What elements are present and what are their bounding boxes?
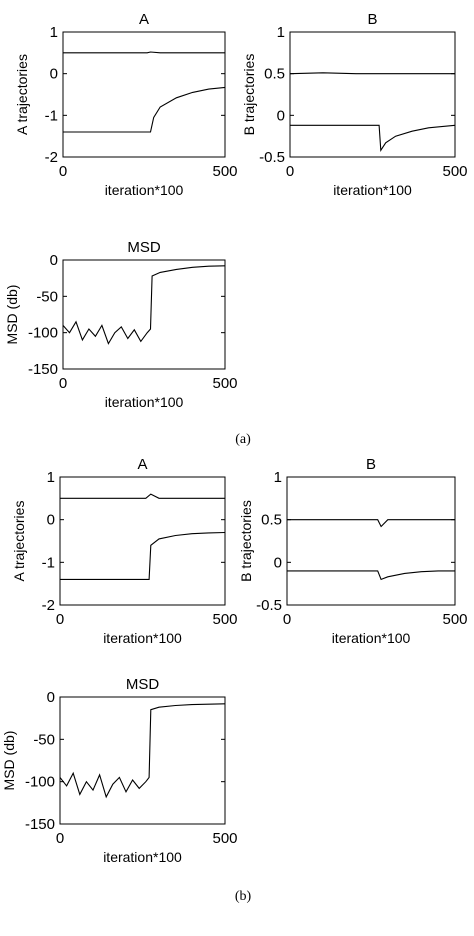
caption-a: (a): [235, 432, 251, 447]
y-axis-label: MSD (db): [4, 285, 20, 345]
series-line-1: [287, 519, 455, 528]
y-tick-label: 0: [274, 554, 282, 571]
y-tick-label: -1: [45, 107, 58, 124]
y-tick-label: 0: [47, 689, 55, 706]
y-axis-label: B trajectories: [241, 54, 257, 136]
y-tick-label: -100: [25, 774, 55, 791]
x-axis-label: iteration*100: [105, 394, 184, 410]
chart-title: B: [367, 11, 377, 28]
x-axis-label: iteration*100: [333, 182, 412, 198]
series-line-1: [63, 51, 225, 54]
series-line-2: [290, 124, 456, 152]
x-tick-label: 0: [59, 375, 67, 392]
y-axis-label: B trajectories: [238, 500, 254, 582]
x-tick-label: 500: [442, 611, 467, 628]
y-tick-label: 0.5: [264, 66, 285, 83]
y-tick-label: 1: [277, 24, 285, 41]
x-tick-label: 500: [212, 163, 237, 180]
series-line-2: [60, 531, 226, 580]
x-tick-label: 500: [212, 375, 237, 392]
plot-frame: [59, 696, 226, 825]
y-tick-label: 1: [47, 469, 55, 486]
series-line-2: [287, 570, 455, 581]
y-tick-label: -150: [25, 816, 55, 833]
y-tick-label: 1: [274, 469, 282, 486]
y-tick-label: -100: [28, 325, 58, 342]
y-axis-label: A trajectories: [11, 501, 27, 582]
chart-title: A: [139, 11, 149, 28]
y-tick-label: 0: [47, 512, 55, 529]
y-tick-label: 0: [277, 107, 285, 124]
x-axis-label: iteration*100: [332, 630, 411, 646]
x-axis-label: iteration*100: [103, 630, 182, 646]
x-tick-label: 0: [283, 611, 291, 628]
chart-title: A: [137, 456, 147, 473]
y-tick-label: 0: [50, 66, 58, 83]
y-axis-label: A trajectories: [14, 54, 30, 135]
series-line-1: [62, 265, 226, 345]
chart-title: B: [366, 456, 376, 473]
y-tick-label: -0.5: [256, 597, 282, 614]
x-tick-label: 0: [59, 163, 67, 180]
y-tick-label: -150: [28, 361, 58, 378]
y-tick-label: -0.5: [259, 149, 285, 166]
chart-title: MSD: [126, 676, 160, 693]
caption-b: (b): [235, 889, 252, 904]
series-line-1: [60, 493, 225, 499]
series-line-2: [63, 86, 226, 133]
y-tick-label: -1: [42, 554, 55, 571]
x-tick-label: 0: [56, 611, 64, 628]
x-axis-label: iteration*100: [103, 849, 182, 865]
y-tick-label: -50: [36, 288, 58, 305]
y-tick-label: -50: [33, 731, 55, 748]
y-tick-label: -2: [45, 149, 58, 166]
y-tick-label: 0: [50, 252, 58, 269]
x-tick-label: 500: [212, 611, 237, 628]
x-tick-label: 500: [442, 163, 467, 180]
y-tick-label: 0.5: [261, 512, 282, 529]
x-tick-label: 500: [212, 830, 237, 847]
plot-frame: [59, 476, 226, 606]
x-tick-label: 0: [56, 830, 64, 847]
series-line-1: [289, 72, 455, 75]
y-tick-label: 1: [50, 24, 58, 41]
x-axis-label: iteration*100: [105, 182, 184, 198]
y-axis-label: MSD (db): [1, 731, 17, 791]
x-tick-label: 0: [286, 163, 294, 180]
y-tick-label: -2: [42, 597, 55, 614]
plot-frame: [62, 259, 226, 370]
plot-frame: [289, 31, 456, 158]
series-line-1: [59, 703, 226, 799]
plot-frame: [286, 476, 456, 606]
plot-frame: [62, 31, 226, 158]
chart-title: MSD: [127, 239, 161, 256]
